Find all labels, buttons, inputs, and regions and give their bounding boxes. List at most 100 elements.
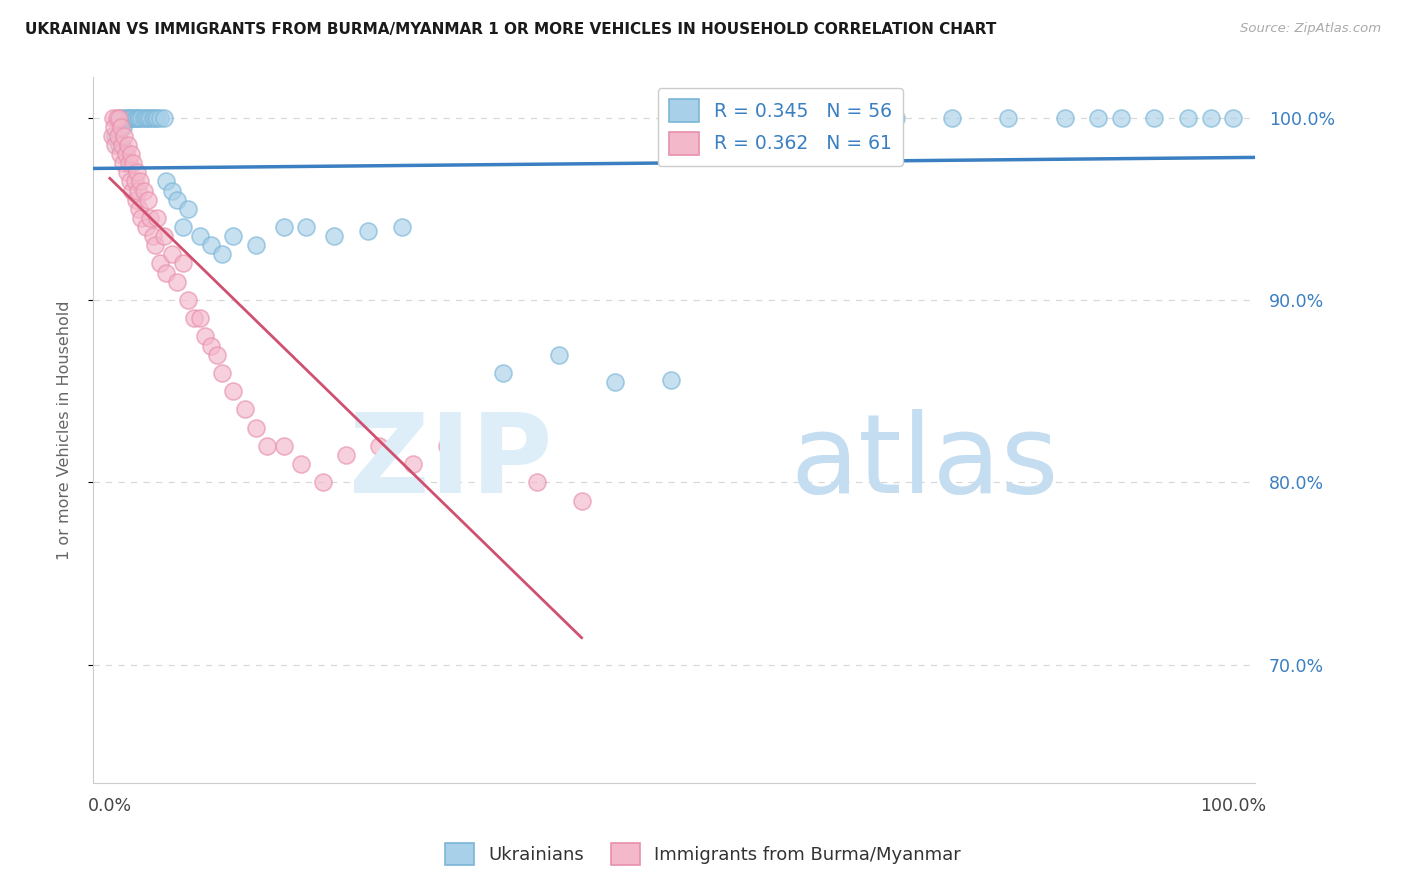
Point: [118, 156, 141, 170]
Point: [1177, 111, 1199, 125]
Point: [273, 220, 295, 235]
Point: [131, 111, 153, 125]
Point: [526, 475, 548, 490]
Point: [211, 247, 233, 261]
Point: [177, 202, 200, 216]
Point: [103, 120, 125, 134]
Point: [105, 111, 128, 125]
Point: [402, 457, 425, 471]
Point: [605, 375, 627, 389]
Point: [139, 211, 162, 225]
Point: [481, 457, 503, 471]
Point: [121, 111, 143, 125]
Point: [571, 493, 593, 508]
Point: [114, 147, 136, 161]
Point: [222, 384, 245, 399]
Text: Source: ZipAtlas.com: Source: ZipAtlas.com: [1240, 22, 1381, 36]
Point: [141, 229, 163, 244]
Point: [661, 373, 683, 387]
Point: [941, 111, 963, 125]
Point: [117, 111, 139, 125]
Point: [136, 111, 159, 125]
Point: [117, 137, 139, 152]
Point: [772, 111, 794, 125]
Point: [172, 220, 194, 235]
Point: [139, 111, 162, 125]
Point: [125, 165, 148, 179]
Point: [391, 220, 413, 235]
Point: [548, 348, 571, 362]
Point: [108, 111, 131, 125]
Point: [155, 266, 177, 280]
Point: [160, 184, 183, 198]
Point: [152, 111, 174, 125]
Point: [205, 348, 228, 362]
Point: [233, 402, 256, 417]
Point: [273, 439, 295, 453]
Point: [104, 137, 127, 152]
Point: [124, 111, 146, 125]
Point: [312, 475, 335, 490]
Point: [1199, 111, 1222, 125]
Point: [200, 338, 222, 352]
Point: [245, 420, 267, 434]
Point: [172, 256, 194, 270]
Text: ZIP: ZIP: [349, 409, 553, 516]
Point: [188, 229, 211, 244]
Point: [120, 111, 142, 125]
Point: [135, 111, 157, 125]
Point: [884, 111, 907, 125]
Point: [152, 229, 174, 244]
Point: [146, 211, 169, 225]
Point: [132, 184, 155, 198]
Point: [143, 111, 166, 125]
Point: [160, 247, 183, 261]
Point: [155, 174, 177, 188]
Point: [368, 439, 391, 453]
Point: [141, 111, 163, 125]
Point: [112, 156, 135, 170]
Point: [136, 193, 159, 207]
Point: [256, 439, 278, 453]
Point: [295, 220, 318, 235]
Point: [716, 111, 738, 125]
Point: [108, 137, 131, 152]
Point: [1222, 111, 1244, 125]
Point: [120, 174, 142, 188]
Point: [124, 174, 146, 188]
Point: [828, 111, 851, 125]
Point: [166, 275, 188, 289]
Point: [1087, 111, 1109, 125]
Point: [129, 174, 152, 188]
Point: [120, 147, 142, 161]
Point: [222, 229, 245, 244]
Point: [166, 193, 188, 207]
Point: [103, 111, 125, 125]
Point: [323, 229, 346, 244]
Point: [1143, 111, 1166, 125]
Point: [115, 165, 138, 179]
Point: [177, 293, 200, 307]
Point: [108, 147, 131, 161]
Point: [290, 457, 312, 471]
Point: [194, 329, 217, 343]
Point: [135, 220, 157, 235]
Text: atlas: atlas: [790, 409, 1059, 516]
Point: [107, 128, 129, 143]
Point: [110, 120, 132, 134]
Point: [104, 128, 127, 143]
Point: [114, 128, 136, 143]
Point: [245, 238, 267, 252]
Point: [1053, 111, 1076, 125]
Point: [121, 184, 143, 198]
Point: [436, 439, 458, 453]
Point: [132, 111, 155, 125]
Point: [149, 256, 172, 270]
Point: [131, 211, 153, 225]
Point: [149, 111, 172, 125]
Point: [183, 311, 205, 326]
Point: [335, 448, 357, 462]
Point: [127, 111, 149, 125]
Point: [357, 224, 380, 238]
Point: [200, 238, 222, 252]
